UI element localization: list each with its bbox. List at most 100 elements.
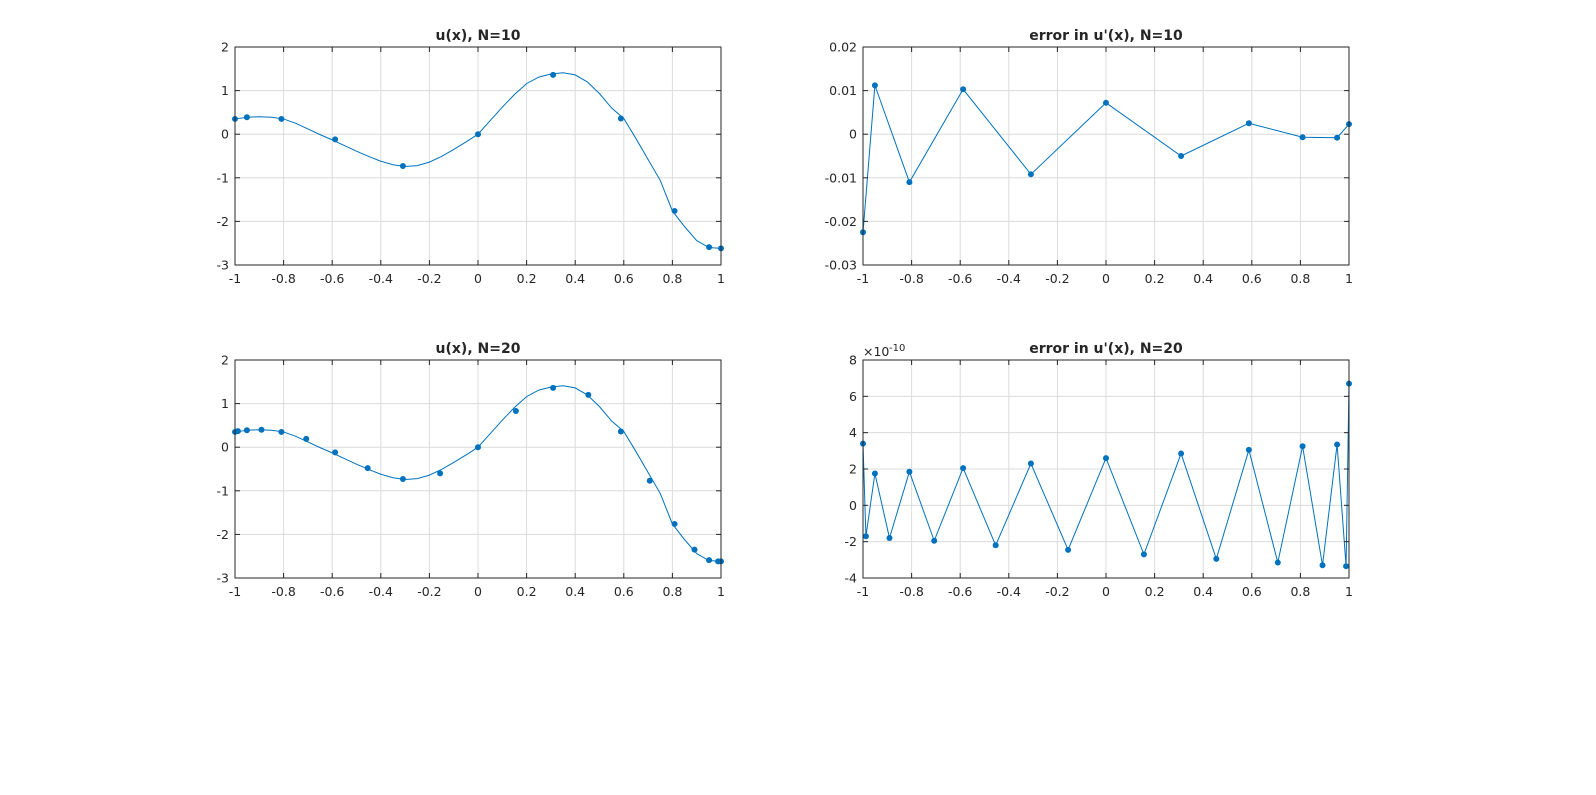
x-tick-label: 0: [1102, 271, 1110, 286]
x-tick-label: 0.4: [1193, 271, 1213, 286]
x-tick-label: -0.4: [369, 271, 393, 286]
data-point: [960, 465, 967, 472]
y-tick-label: 4: [849, 425, 857, 440]
chart-title: u(x), N=10: [436, 28, 521, 44]
y-tick-label: 2: [849, 462, 857, 477]
x-tick-label: 0.4: [565, 584, 585, 599]
data-point: [1319, 562, 1326, 569]
y-tick-label: -3: [217, 571, 229, 586]
y-tick-label: 1: [221, 83, 229, 98]
data-point: [1334, 134, 1341, 141]
x-tick-label: -0.2: [1045, 271, 1069, 286]
x-tick-label: -0.8: [271, 271, 295, 286]
chart-title: u(x), N=20: [436, 341, 521, 357]
data-point: [1065, 546, 1072, 553]
x-tick-label: 0.2: [517, 271, 537, 286]
x-tick-label: -0.6: [948, 271, 972, 286]
x-tick-label: 0.4: [565, 271, 585, 286]
axes-bl: -1 -0.8 -0.6 -0.4 -0.2 0 0.2 0.4 0.6 0.8 1 -3 -2 -1 0 1…: [217, 341, 725, 599]
x-tick-label: 0.4: [1193, 584, 1213, 599]
x-tick-label: -0.8: [899, 271, 923, 286]
data-point: [399, 163, 406, 170]
x-tick-label: 0.8: [662, 271, 682, 286]
y-exponent-power: -10: [889, 343, 905, 354]
x-tick-label: -1: [229, 271, 241, 286]
y-exponent-label: ×10: [863, 344, 889, 359]
x-tick-label: 0.8: [1290, 271, 1310, 286]
y-tick-label: -2: [217, 214, 229, 229]
y-tick-label: 0.02: [829, 40, 857, 55]
data-point: [706, 557, 713, 564]
data-point: [1103, 99, 1109, 106]
chart-title: error in u'(x), N=20: [1029, 341, 1183, 357]
axes-tr: -1 -0.8 -0.6 -0.4 -0.2 0 0.2 0.4 0.6 0.8 1 -0.03 -0.…: [825, 28, 1353, 286]
data-point: [1334, 441, 1341, 448]
x-tick-label: -0.2: [417, 584, 441, 599]
x-tick-label: 0.2: [1145, 271, 1165, 286]
chart-title: error in u'(x), N=10: [1029, 28, 1183, 44]
x-tick-label: -1: [857, 584, 869, 599]
data-point: [1178, 450, 1185, 457]
data-point: [646, 477, 653, 484]
x-tick-label: 0: [474, 271, 482, 286]
x-tick-label: -0.6: [320, 271, 344, 286]
data-point: [475, 444, 481, 451]
x-tick-label: 1: [1345, 584, 1353, 599]
x-tick-label: 1: [717, 271, 725, 286]
axes-tl: -1 -0.8 -0.6 -0.4 -0.2 0 0.2 0.4 0.6 0.8 1 -3 -2 -1 0 1…: [217, 28, 725, 286]
x-tick-label: -1: [857, 271, 869, 286]
data-point: [332, 449, 339, 456]
data-point: [1245, 446, 1252, 453]
x-tick-label: -1: [229, 584, 241, 599]
data-point: [1027, 171, 1034, 178]
x-tick-label: -0.4: [997, 271, 1021, 286]
y-tick-label: 2: [221, 40, 229, 55]
data-point: [1245, 120, 1252, 127]
data-point: [234, 428, 241, 435]
data-point: [1274, 559, 1281, 566]
data-point: [303, 435, 310, 442]
data-point: [475, 131, 481, 138]
data-point: [278, 115, 285, 122]
y-tick-label: -2: [217, 527, 229, 542]
axes-layer: -1 -0.8 -0.6 -0.4 -0.2 0 0.2 0.4 0.6 0.8 1-3-2-101…: [217, 28, 1353, 599]
data-point: [243, 427, 250, 434]
data-point: [1027, 460, 1034, 467]
x-tick-label: 1: [717, 584, 725, 599]
data-point: [862, 533, 869, 540]
data-point: [399, 476, 406, 483]
data-point: [992, 542, 999, 549]
data-point: [871, 82, 878, 89]
data-point: [1299, 134, 1306, 141]
y-tick-label: 0: [849, 127, 857, 142]
data-point: [671, 207, 678, 214]
data-point: [1299, 443, 1306, 450]
data-point: [550, 384, 557, 391]
x-tick-label: 0.2: [517, 584, 537, 599]
data-point: [278, 428, 285, 435]
y-tick-label: 0: [221, 127, 229, 142]
x-tick-label: -0.2: [417, 271, 441, 286]
data-point: [871, 470, 878, 477]
x-tick-label: 0.6: [1242, 584, 1262, 599]
x-tick-label: -0.6: [948, 584, 972, 599]
x-tick-label: -0.2: [1045, 584, 1069, 599]
data-point: [1213, 555, 1220, 562]
y-tick-label: -0.03: [825, 258, 857, 273]
x-tick-label: -0.8: [271, 584, 295, 599]
y-tick-label: -1: [217, 483, 229, 498]
data-point: [906, 468, 913, 475]
x-tick-label: 0.6: [1242, 271, 1262, 286]
data-point: [258, 426, 265, 433]
data-point: [617, 115, 624, 122]
y-tick-label: -1: [217, 170, 229, 185]
data-point: [512, 408, 519, 415]
y-tick-label: 0.01: [829, 83, 857, 98]
y-tick-label: -2: [845, 534, 857, 549]
data-point: [691, 546, 698, 553]
x-tick-label: 0.6: [614, 271, 634, 286]
data-point: [364, 465, 371, 472]
axes-br: -1 -0.8 -0.6 -0.4 -0.2 0 0.2 0.4 0.6 0.8 1 -4 -2 0 2 4 6…: [845, 341, 1353, 599]
data-point: [332, 136, 339, 143]
